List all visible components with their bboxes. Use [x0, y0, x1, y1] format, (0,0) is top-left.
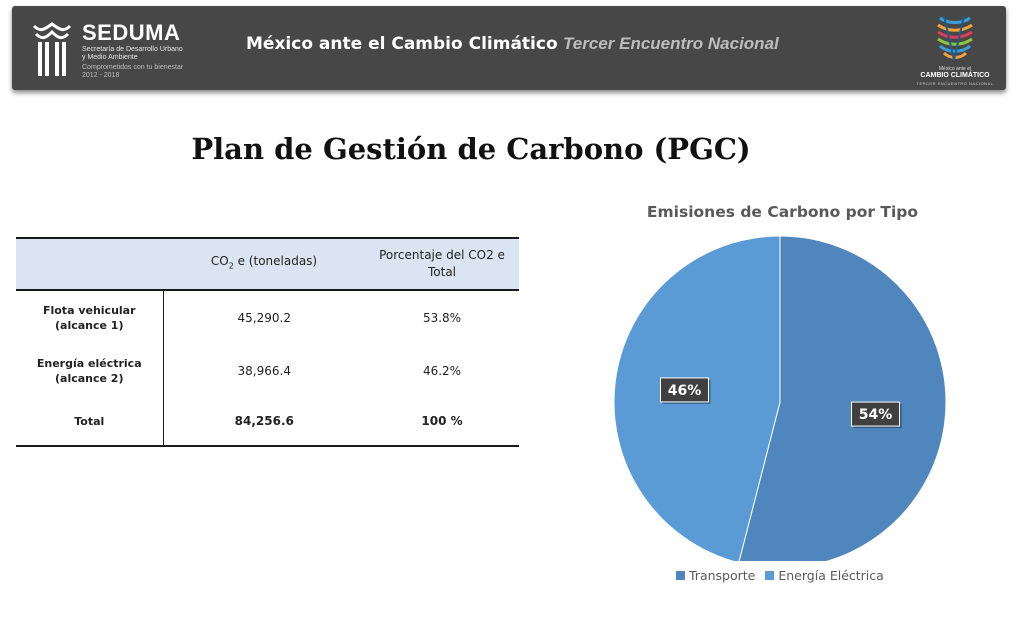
row-tons: 45,290.2	[237, 310, 291, 325]
row-tons: 38,966.4	[237, 363, 291, 378]
legend-item: Energía Eléctrica	[765, 568, 884, 583]
banner-title-sub: Tercer Encuentro Nacional	[563, 34, 779, 53]
table-header-tons-pre: CO	[210, 254, 229, 269]
pie-chart: 54% 46%	[613, 236, 947, 561]
table-row: Energía eléctrica (alcance 2) 38,966.4 4…	[16, 344, 519, 397]
legend-label: Energía Eléctrica	[778, 568, 884, 583]
chart-title: Emisiones de Carbono por Tipo	[646, 203, 919, 221]
event-logo-line-1: México ante el	[938, 66, 972, 72]
table-header-empty	[16, 237, 163, 291]
row-label: Flota vehicular (alcance 1)	[16, 290, 164, 344]
table-header-tons-post: e (toneladas)	[233, 254, 318, 269]
chart-legend: Transporte Energía Eléctrica	[676, 568, 894, 583]
legend-swatch	[676, 571, 685, 580]
row-label: Total	[16, 397, 164, 447]
table-header-row: CO2 e (toneladas) Porcentaje del CO2 e T…	[16, 237, 519, 291]
pie-data-label: 54%	[851, 401, 902, 429]
row-percent: 46.2%	[422, 363, 462, 378]
table-row-total: Total 84,256.6 100 %	[16, 397, 519, 447]
pie-data-label-text: 54%	[859, 407, 893, 423]
row-percent: 53.8%	[422, 310, 462, 325]
org-name: SEDUMA	[82, 20, 181, 45]
pie-slice-transporte	[738, 236, 947, 561]
page-title: Plan de Gestión de Carbono (PGC)	[191, 132, 751, 166]
org-subtitle-1: Secretaría de Desarrollo Urbano	[82, 46, 183, 53]
pie-data-label-box	[851, 401, 901, 427]
event-logo-line-2: CAMBIO CLIMÁTICO	[920, 72, 990, 79]
event-logo-line-3: TERCER ENCUENTRO NACIONAL	[916, 81, 994, 86]
row-percent: 100 %	[365, 397, 519, 447]
seduma-logo-mark-icon	[32, 22, 72, 76]
event-logo-mark-icon	[937, 15, 973, 61]
org-period: 2012 - 2018	[82, 72, 120, 79]
header-banner: SEDUMA Secretaría de Desarrollo Urbano y…	[12, 6, 1006, 90]
table-header-tons-sub: 2	[228, 261, 234, 271]
org-subtitle-2: y Medio Ambiente	[82, 54, 138, 61]
table-header-percent: Porcentaje del CO2 e Total	[365, 237, 519, 291]
org-slogan: Comprometidos con tu bienestar	[82, 64, 184, 71]
emissions-table: CO2 e (toneladas) Porcentaje del CO2 e T…	[16, 237, 519, 447]
pie-data-label-text: 46%	[668, 383, 702, 399]
pie-data-label: 46%	[659, 377, 711, 404]
legend-item: Transporte	[676, 568, 755, 583]
table-header-tons: CO2 e (toneladas)	[163, 237, 365, 291]
seduma-logo: SEDUMA Secretaría de Desarrollo Urbano y…	[30, 18, 230, 82]
row-label: Energía eléctrica (alcance 2)	[16, 344, 164, 397]
banner-title-main: México ante el Cambio Climático	[246, 34, 558, 54]
pie-data-label-box	[659, 377, 709, 403]
legend-swatch	[765, 571, 775, 580]
legend-label: Transporte	[689, 568, 756, 583]
banner-title: México ante el Cambio Climático Tercer E…	[246, 34, 779, 54]
table-row: Flota vehicular (alcance 1) 45,290.2 53.…	[16, 290, 519, 344]
event-logo: México ante el CAMBIO CLIMÁTICO TERCER E…	[910, 10, 1000, 90]
row-tons: 84,256.6	[163, 397, 365, 447]
